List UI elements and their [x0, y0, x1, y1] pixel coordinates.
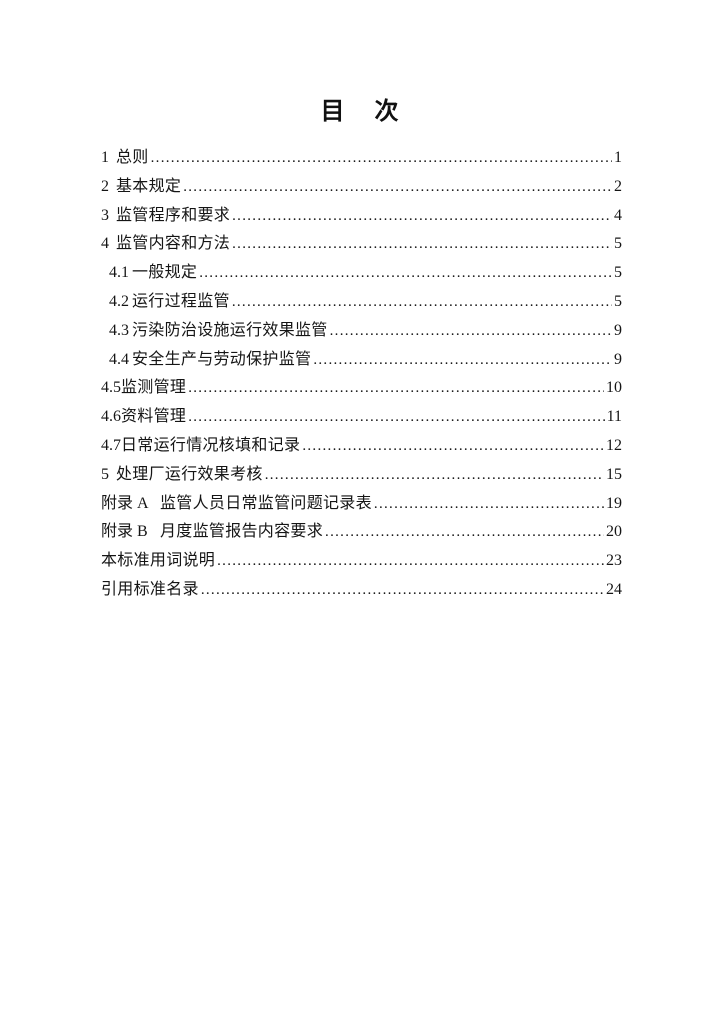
toc-entry-title: 监测管理	[121, 379, 187, 397]
toc-entry-page: 4	[614, 206, 622, 224]
toc-entry: 3 监管程序和要求 4	[101, 202, 622, 231]
toc-entry-title: 日常运行情况核填和记录	[121, 436, 301, 454]
toc-entry-title: 基本规定	[116, 177, 182, 195]
toc-entry-title: 引用标准名录	[101, 580, 199, 598]
toc-entry: 引用标准名录 24	[101, 576, 622, 605]
toc-entry-number: 4.7	[101, 436, 121, 454]
dot-leader	[188, 403, 604, 432]
toc-entry-number: 附录 A	[101, 494, 149, 512]
page-title: 目 次	[320, 97, 402, 125]
toc-entry: 4.2 运行过程监管 5	[101, 288, 622, 317]
toc-entry-title: 运行过程监管	[132, 292, 230, 310]
dot-leader	[188, 374, 604, 403]
toc-entry: 附录 A 监管人员日常监管问题记录表 19	[101, 490, 622, 519]
toc-entry-title: 处理厂运行效果考核	[116, 465, 263, 483]
toc-entry: 4.3 污染防治设施运行效果监管 9	[101, 317, 622, 346]
toc-entry-number: 5	[101, 465, 109, 483]
toc-entry-number: 4.5	[101, 379, 121, 397]
toc-entry-title: 月度监管报告内容要求	[160, 523, 324, 541]
toc-entry: 附录 B 月度监管报告内容要求 20	[101, 518, 622, 547]
toc-entry-number: 4.6	[101, 408, 121, 426]
toc-entry-title: 安全生产与劳动保护监管	[132, 350, 312, 368]
dot-leader	[199, 259, 612, 288]
toc-entry: 1 总则 1	[101, 144, 622, 173]
dot-leader	[302, 432, 604, 461]
toc-entry: 4.6 资料管理 11	[101, 403, 622, 432]
toc-entry: 5 处理厂运行效果考核 15	[101, 461, 622, 490]
toc-entry-title: 监管人员日常监管问题记录表	[160, 494, 372, 512]
toc-entry-page: 24	[606, 580, 622, 598]
toc-entry-page: 9	[614, 321, 622, 339]
toc-entry-title: 本标准用词说明	[101, 552, 216, 570]
dot-leader	[217, 547, 604, 576]
toc-entry-title: 污染防治设施运行效果监管	[132, 321, 328, 339]
toc-entry: 4 监管内容和方法 5	[101, 230, 622, 259]
toc-entry-page: 19	[606, 494, 622, 512]
dot-leader	[183, 173, 612, 202]
toc-entry-page: 20	[606, 523, 622, 541]
dot-leader	[232, 230, 612, 259]
toc-entry-number: 4.2	[109, 292, 129, 310]
toc-entry-page: 12	[606, 436, 622, 454]
dot-leader	[265, 461, 604, 490]
toc-entry-page: 11	[606, 408, 622, 426]
dot-leader	[330, 317, 612, 346]
dot-leader	[151, 144, 612, 173]
toc-entry-number: 4.4	[109, 350, 129, 368]
toc-entry-number: 4	[101, 235, 109, 253]
toc-entry-page: 5	[614, 292, 622, 310]
toc-entry-number: 4.1	[109, 264, 129, 282]
table-of-contents: 1 总则 1 2 基本规定 2 3 监管程序和要求 4 4 监管内容和方法 5 …	[101, 144, 622, 605]
dot-leader	[232, 288, 612, 317]
toc-entry-page: 23	[606, 552, 622, 570]
toc-entry-page: 5	[614, 235, 622, 253]
toc-entry-title: 监管程序和要求	[116, 206, 231, 224]
toc-entry-title: 资料管理	[121, 408, 187, 426]
toc-entry-number: 4.3	[109, 321, 129, 339]
dot-leader	[313, 346, 612, 375]
toc-entry: 本标准用词说明 23	[101, 547, 622, 576]
toc-entry-number: 2	[101, 177, 109, 195]
toc-entry: 4.7 日常运行情况核填和记录 12	[101, 432, 622, 461]
toc-entry-page: 2	[614, 177, 622, 195]
toc-entry-page: 15	[606, 465, 622, 483]
dot-leader	[374, 490, 604, 519]
dot-leader	[201, 576, 604, 605]
toc-entry-page: 10	[606, 379, 622, 397]
toc-entry: 2 基本规定 2	[101, 173, 622, 202]
toc-entry-page: 1	[614, 149, 622, 166]
toc-entry: 4.4 安全生产与劳动保护监管 9	[101, 346, 622, 375]
toc-entry: 4.1 一般规定 5	[101, 259, 622, 288]
toc-entry-title: 监管内容和方法	[116, 235, 231, 253]
toc-entry-title: 一般规定	[132, 264, 198, 282]
dot-leader	[232, 202, 612, 231]
toc-entry-title: 总则	[116, 149, 149, 166]
toc-entry-page: 9	[614, 350, 622, 368]
toc-entry-page: 5	[614, 264, 622, 282]
toc-entry: 4.5 监测管理 10	[101, 374, 622, 403]
toc-entry-number: 附录 B	[101, 523, 148, 541]
toc-entry-number: 3	[101, 206, 109, 224]
dot-leader	[325, 518, 604, 547]
toc-entry-number: 1	[101, 149, 109, 166]
